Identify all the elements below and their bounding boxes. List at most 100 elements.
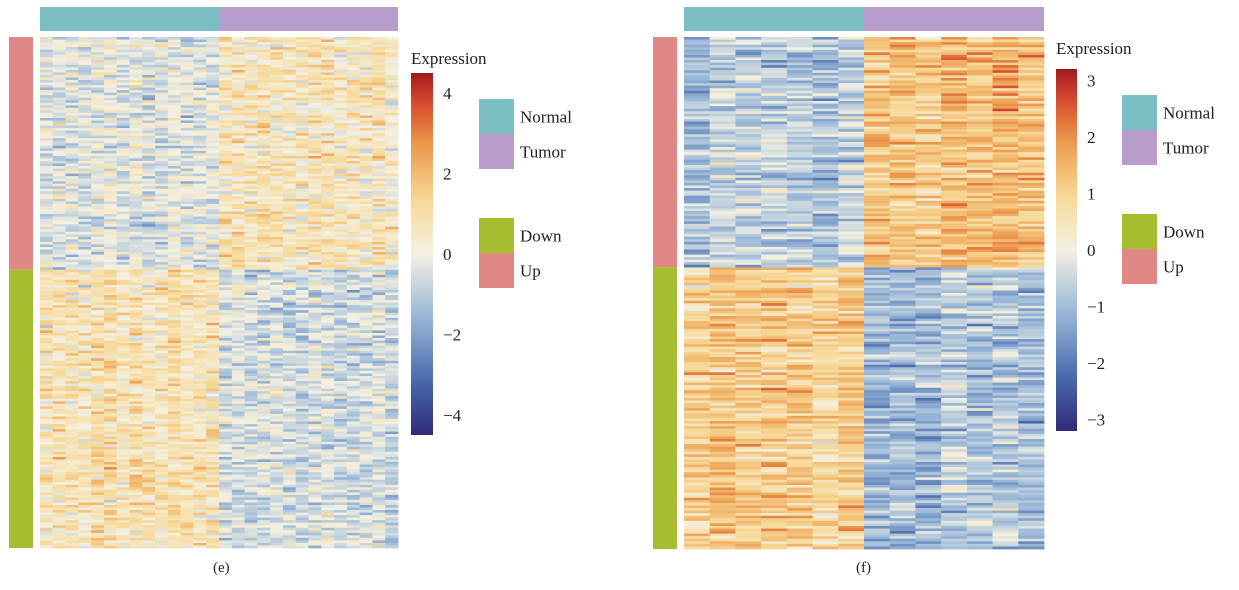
heatmap-cell bbox=[116, 451, 130, 455]
heatmap-cell bbox=[129, 279, 143, 283]
heatmap-cell bbox=[206, 216, 220, 220]
heatmap-cell bbox=[78, 85, 92, 88]
heatmap-cell bbox=[270, 264, 284, 268]
heatmap-cell bbox=[334, 133, 348, 137]
heatmap-cell bbox=[103, 92, 118, 96]
heatmap-cell bbox=[346, 477, 361, 481]
heatmap-cell bbox=[372, 155, 386, 159]
heatmap-cell bbox=[78, 201, 92, 205]
heatmap-cell bbox=[359, 191, 373, 195]
heatmap-cell bbox=[308, 343, 322, 347]
heatmap-cell bbox=[282, 135, 297, 139]
heatmap-cell bbox=[346, 234, 361, 238]
heatmap-cell bbox=[40, 64, 54, 68]
heatmap-cell bbox=[359, 59, 373, 63]
heatmap-cell bbox=[142, 317, 156, 321]
heatmap-cell bbox=[91, 269, 105, 273]
heatmap-cell bbox=[142, 117, 156, 121]
heatmap-cell bbox=[91, 282, 105, 286]
heatmap-cell bbox=[257, 117, 271, 121]
heatmap-cell bbox=[257, 459, 271, 463]
heatmap-cell bbox=[385, 469, 399, 473]
heatmap-cell bbox=[385, 52, 399, 56]
heatmap-cell bbox=[231, 135, 245, 139]
heatmap-cell bbox=[321, 350, 335, 354]
heatmap-cell bbox=[52, 145, 66, 149]
heatmap-cell bbox=[116, 391, 130, 395]
heatmap-cell bbox=[282, 72, 297, 76]
heatmap-cell bbox=[231, 317, 245, 321]
heatmap-cell bbox=[167, 150, 182, 154]
heatmap-cell bbox=[206, 203, 220, 207]
heatmap-cell bbox=[78, 145, 92, 149]
heatmap-cell bbox=[103, 373, 118, 377]
heatmap-cell bbox=[116, 148, 130, 152]
heatmap-cell bbox=[155, 37, 169, 40]
heatmap-cell bbox=[103, 67, 118, 71]
heatmap-cell bbox=[321, 388, 335, 392]
heatmap-cell bbox=[129, 391, 143, 395]
heatmap-cell bbox=[180, 150, 194, 154]
heatmap-cell bbox=[244, 322, 258, 326]
heatmap-cell bbox=[116, 340, 130, 344]
heatmap-cell bbox=[321, 474, 335, 478]
heatmap-cell bbox=[346, 153, 361, 157]
heatmap-cell bbox=[372, 117, 386, 121]
heatmap-cell bbox=[244, 153, 258, 157]
heatmap-cell bbox=[372, 224, 386, 228]
heatmap-cell bbox=[167, 214, 182, 218]
heatmap-cell bbox=[193, 289, 207, 293]
heatmap-cell bbox=[385, 188, 399, 192]
heatmap-cell bbox=[180, 287, 194, 291]
heatmap-cell bbox=[78, 279, 92, 283]
heatmap-cell bbox=[65, 216, 79, 220]
heatmap-cell bbox=[244, 133, 258, 137]
heatmap-cell bbox=[142, 472, 156, 476]
heatmap-cell bbox=[91, 249, 105, 253]
heatmap-cell bbox=[116, 133, 130, 137]
heatmap-cell bbox=[180, 168, 194, 172]
heatmap-cell bbox=[40, 117, 54, 121]
heatmap-cell bbox=[231, 459, 245, 463]
heatmap-cell bbox=[308, 163, 322, 167]
heatmap-cell bbox=[244, 100, 258, 104]
heatmap-cell bbox=[193, 102, 207, 106]
heatmap-cell bbox=[91, 345, 105, 349]
heatmap-cell bbox=[116, 292, 130, 296]
heatmap-cell bbox=[91, 203, 105, 207]
heatmap-cell bbox=[52, 335, 66, 339]
heatmap-cell bbox=[129, 52, 143, 56]
heatmap-cell bbox=[155, 158, 169, 162]
heatmap-cell bbox=[282, 214, 297, 218]
heatmap-cell bbox=[359, 403, 373, 407]
heatmap-cell bbox=[116, 206, 130, 210]
heatmap-cell bbox=[40, 135, 54, 139]
heatmap-cell bbox=[231, 244, 245, 248]
heatmap-cell bbox=[193, 206, 207, 210]
heatmap-cell bbox=[91, 469, 105, 473]
heatmap-cell bbox=[372, 358, 386, 362]
heatmap-cell bbox=[308, 315, 322, 319]
heatmap-cell bbox=[193, 160, 207, 164]
heatmap-cell bbox=[231, 426, 245, 430]
heatmap-cell bbox=[40, 426, 54, 430]
heatmap-cell bbox=[321, 472, 335, 476]
heatmap-cell bbox=[103, 388, 118, 392]
heatmap-cell bbox=[244, 279, 258, 283]
heatmap-cell bbox=[129, 320, 143, 324]
heatmap-cell bbox=[180, 125, 194, 129]
heatmap-cell bbox=[295, 64, 309, 68]
heatmap-cell bbox=[295, 171, 309, 174]
heatmap-cell bbox=[155, 120, 169, 124]
heatmap-cell bbox=[142, 92, 156, 96]
heatmap-cell bbox=[40, 191, 54, 195]
heatmap-cell bbox=[167, 444, 182, 448]
heatmap-cell bbox=[282, 128, 297, 131]
heatmap-cell bbox=[270, 92, 284, 96]
heatmap-cell bbox=[385, 37, 399, 40]
heatmap-cell bbox=[244, 482, 258, 486]
heatmap-cell bbox=[244, 97, 258, 101]
heatmap-cell bbox=[244, 310, 258, 314]
heatmap-cell bbox=[167, 368, 182, 372]
heatmap-cell bbox=[334, 388, 348, 392]
